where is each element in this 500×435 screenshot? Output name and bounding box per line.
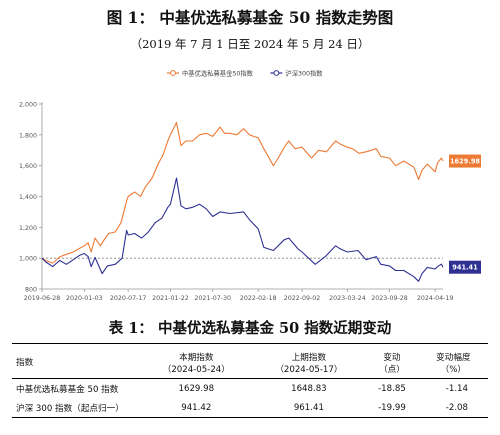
x-tick-label: 2022-02-18 <box>240 295 277 302</box>
y-tick-label: 2,000 <box>19 102 37 109</box>
legend-marker-fund50 <box>170 70 176 76</box>
x-tick-label: 2020-07-17 <box>110 295 147 302</box>
index-change-table: 指数 本期指数 上期指数 变动 变动幅度 （2024-05-24） （2024-… <box>12 343 488 418</box>
end-label-box-hs300 <box>449 260 481 274</box>
table-title: 表 1： 中基优选私募基金 50 指数近期变动 <box>108 320 392 337</box>
y-tick-label: 1,800 <box>19 132 37 139</box>
series-line-fund50 <box>41 121 444 264</box>
x-tick-label: 2021-01-22 <box>152 295 189 302</box>
row-change-pct: -2.08 <box>418 399 488 418</box>
table-subheader-row: （2024-05-24） （2024-05-17） （点） （%） <box>12 363 488 379</box>
row-name: 沪深 300 指数（起点归一） <box>12 399 140 418</box>
row-change-pct: -1.14 <box>445 384 468 394</box>
end-label-fund50: 1629.98 <box>450 157 480 165</box>
legend-label-hs300: 沪深300指数 <box>285 68 323 77</box>
row-change: -19.99 <box>365 399 419 418</box>
header-change-pct: 变动幅度 <box>418 343 488 363</box>
x-tick-label: 2022-09-02 <box>284 295 321 302</box>
legend-marker-hs300 <box>273 70 280 76</box>
header-current: 本期指数 <box>140 343 253 363</box>
header-change-unit: （点） <box>365 363 419 379</box>
row-current: 941.42 <box>140 399 253 418</box>
row-current: 1629.98 <box>178 384 215 394</box>
end-label-box-fund50 <box>449 154 481 168</box>
header-current-date: （2024-05-24） <box>140 363 253 379</box>
y-tick-label: 1,200 <box>19 225 37 232</box>
series-line-hs300 <box>41 177 444 282</box>
x-tick-label: 2024-04-19 <box>417 295 454 302</box>
row-previous: 1648.83 <box>291 384 327 394</box>
y-tick-label: 1,600 <box>19 163 37 170</box>
x-tick-label: 2023-09-28 <box>371 295 408 302</box>
table-row: 中基优选私募基金 50 指数 1629.98 1648.83 -18.85 -1… <box>12 379 488 400</box>
header-index: 指数 <box>12 343 140 379</box>
header-change-pct-unit: （%） <box>418 363 488 379</box>
y-tick-label: 1,000 <box>19 256 37 263</box>
table-header-row: 指数 本期指数 上期指数 变动 变动幅度 <box>12 343 488 379</box>
x-tick-label: 2019-06-28 <box>24 295 61 302</box>
y-tick-label: 1,400 <box>19 194 37 201</box>
end-label-hs300: 941.41 <box>452 264 478 272</box>
table-row: 沪深 300 指数（起点归一） 941.42 961.41 -19.99 -2.… <box>12 399 488 418</box>
header-previous: 上期指数 <box>252 343 366 363</box>
header-previous-date: （2024-05-17） <box>252 363 366 379</box>
figure-title: 图 1： 中基优选私募基金 50 指数走势图 <box>106 8 394 27</box>
x-tick-label: 2023-03-24 <box>329 295 366 302</box>
header-change: 变动 <box>365 343 419 363</box>
x-tick-label: 2020-01-03 <box>66 295 103 302</box>
row-previous: 961.41 <box>252 399 366 418</box>
index-line-chart: 800 1,000 1,200 1,400 1,600 1,800 2,000 2019-06… <box>19 68 481 302</box>
x-tick-label: 2021-07-30 <box>194 295 231 302</box>
y-tick-label: 800 <box>25 287 37 294</box>
figure-subtitle: （2019 年 7 月 1 日至 2024 年 5 月 24 日） <box>130 37 370 51</box>
legend-label-fund50: 中基优选私募基金50指数 <box>182 68 254 77</box>
row-change: -18.85 <box>378 384 406 394</box>
row-name: 中基优选私募基金 50 指数 <box>16 385 119 395</box>
